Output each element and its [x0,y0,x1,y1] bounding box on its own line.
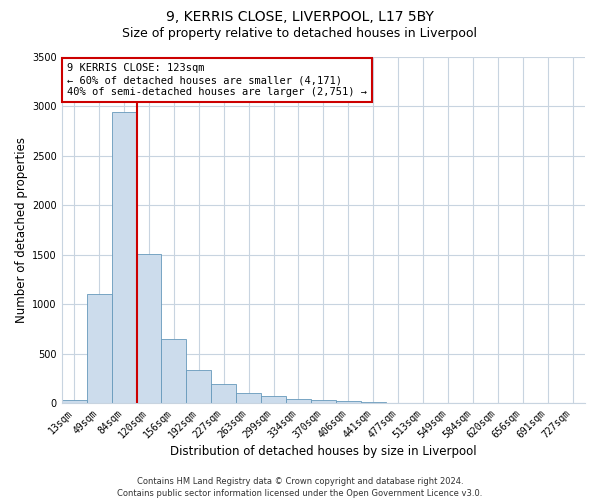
Bar [286,398,311,404]
Text: Contains HM Land Registry data © Crown copyright and database right 2024.
Contai: Contains HM Land Registry data © Crown c… [118,476,482,498]
Bar [86,294,112,404]
Bar [236,393,261,404]
Bar [311,400,336,404]
Bar [261,396,286,404]
Bar [211,384,236,404]
Bar [187,370,211,404]
Y-axis label: Number of detached properties: Number of detached properties [15,137,28,323]
Text: 9, KERRIS CLOSE, LIVERPOOL, L17 5BY: 9, KERRIS CLOSE, LIVERPOOL, L17 5BY [166,10,434,24]
Bar [361,402,386,404]
Bar [336,402,361,404]
Bar [137,254,161,404]
Text: 9 KERRIS CLOSE: 123sqm
← 60% of detached houses are smaller (4,171)
40% of semi-: 9 KERRIS CLOSE: 123sqm ← 60% of detached… [67,64,367,96]
Text: Size of property relative to detached houses in Liverpool: Size of property relative to detached ho… [122,28,478,40]
Bar [112,112,137,404]
Bar [62,400,86,404]
Bar [386,402,410,404]
Bar [161,339,187,404]
X-axis label: Distribution of detached houses by size in Liverpool: Distribution of detached houses by size … [170,444,477,458]
